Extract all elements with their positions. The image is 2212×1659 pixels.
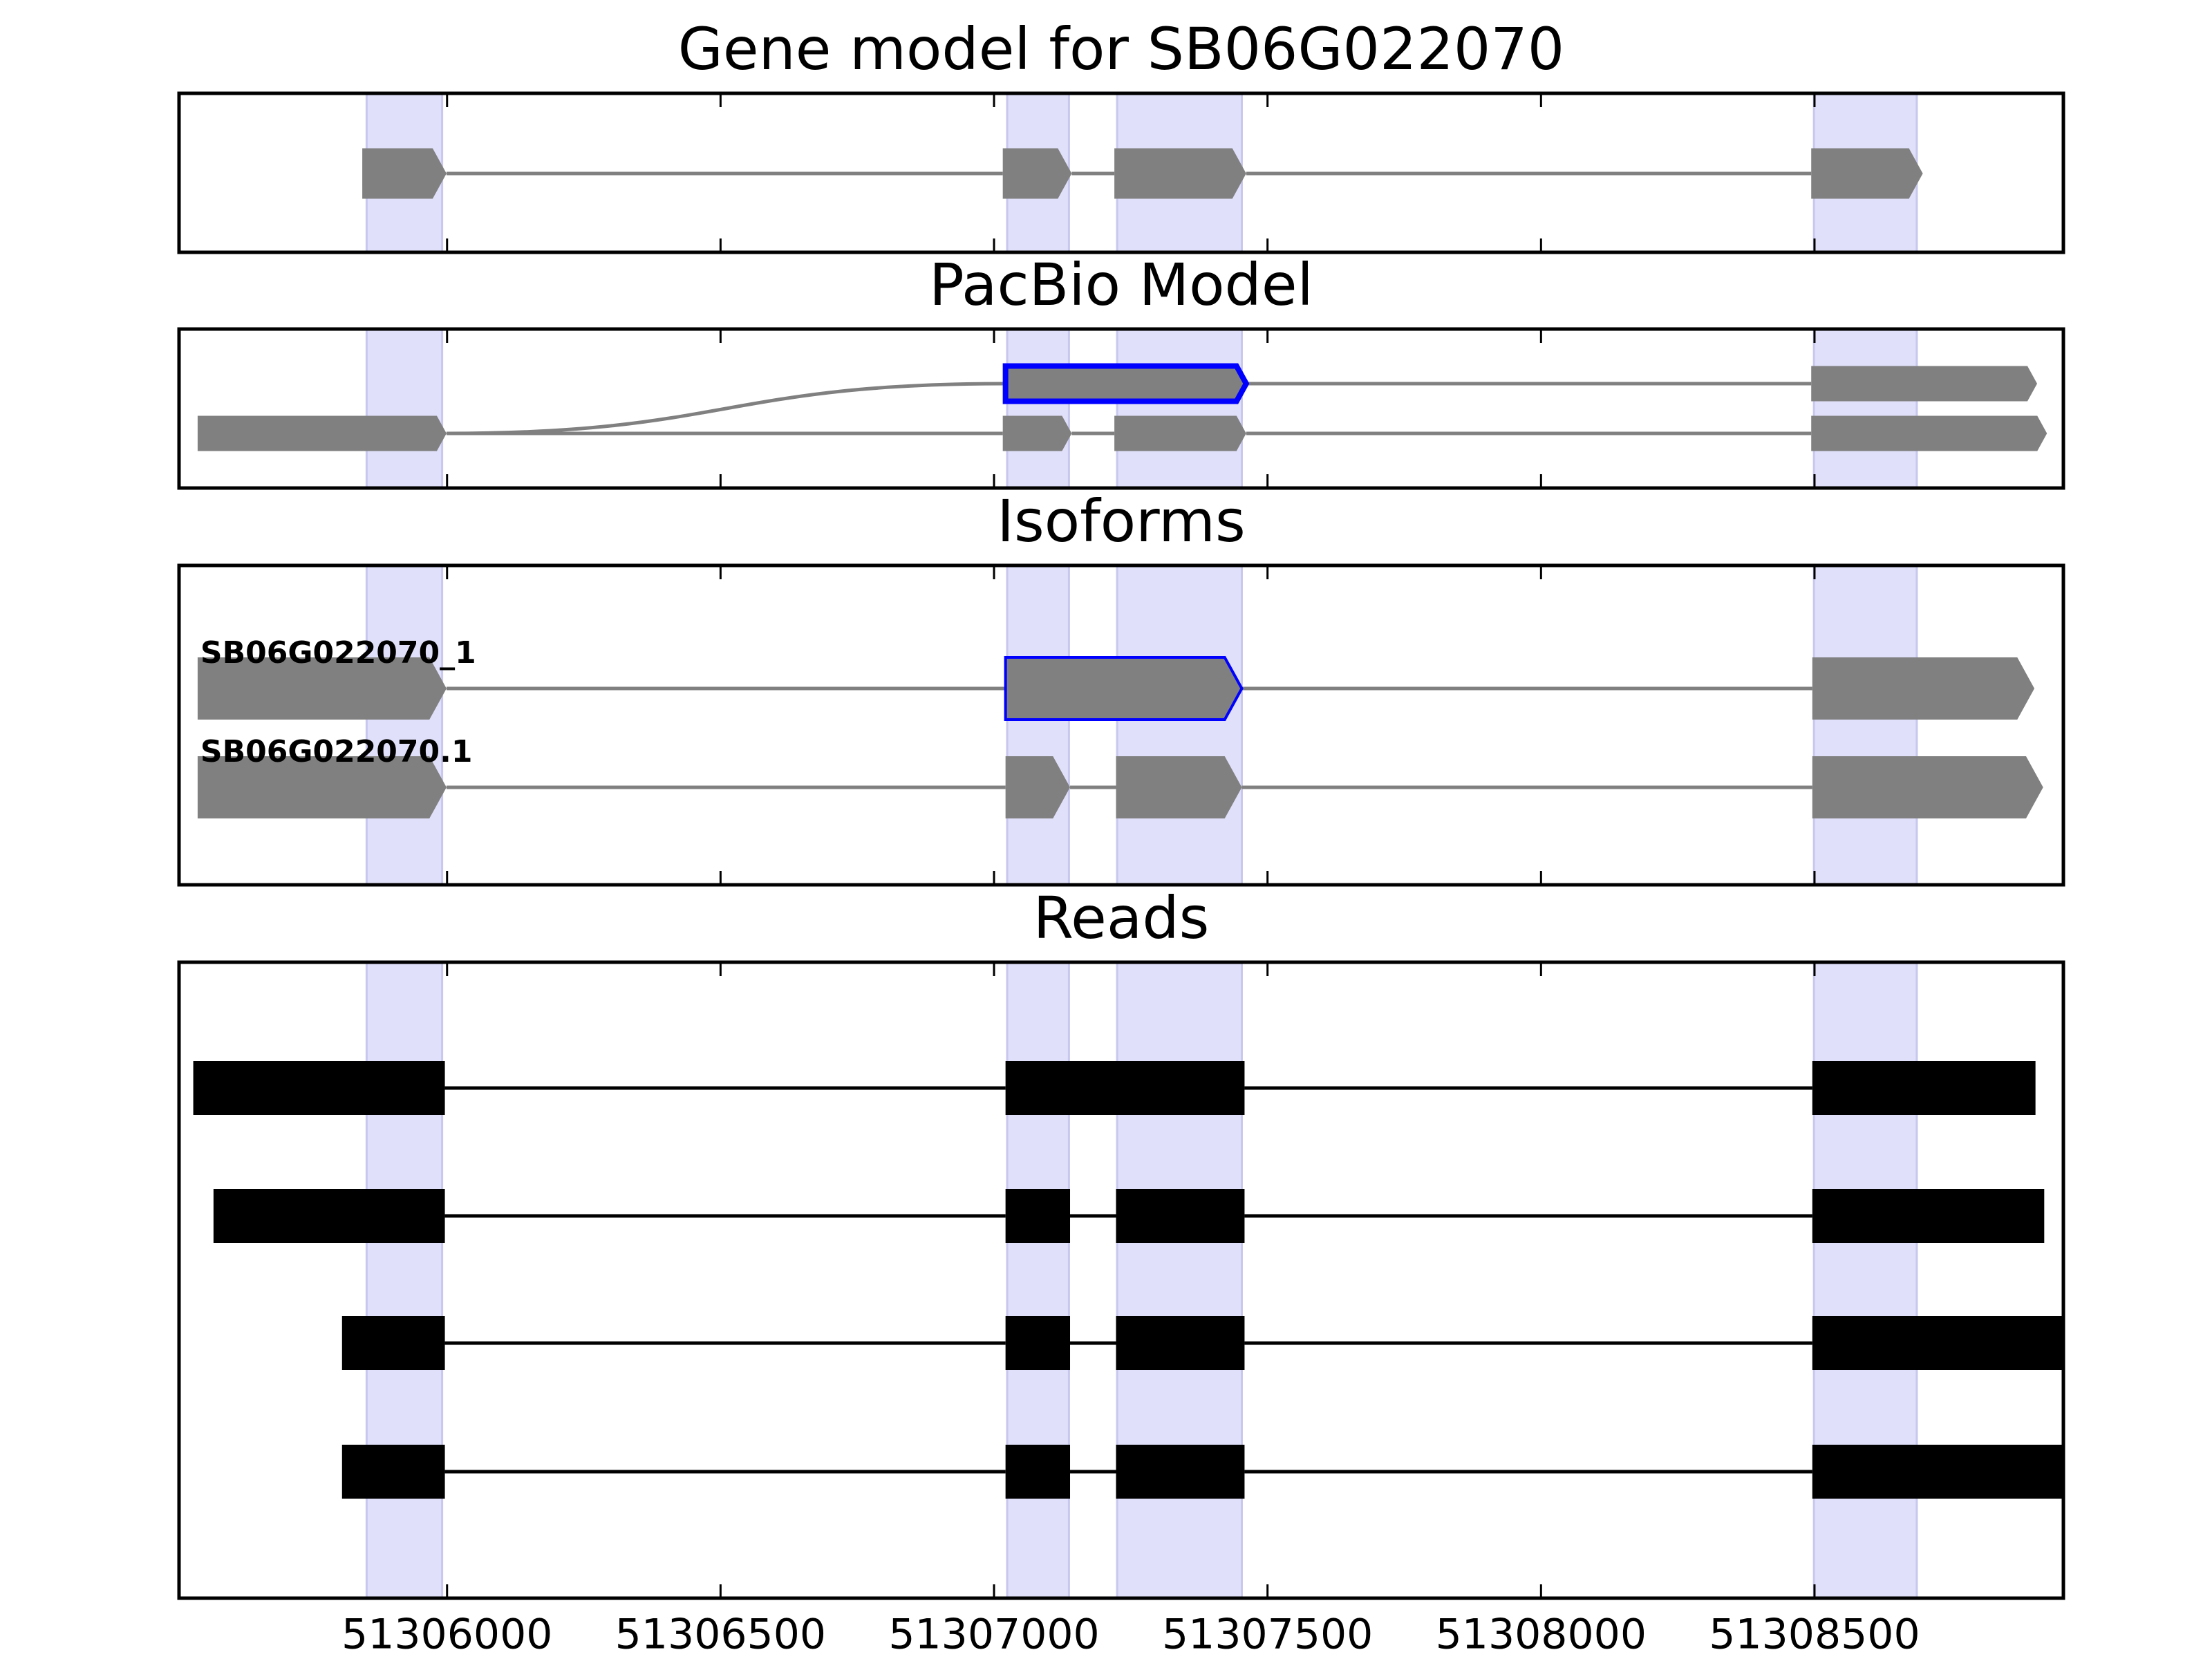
- read-block: [1812, 1189, 2045, 1243]
- highlight-region: [1116, 962, 1243, 1598]
- exon: [1114, 148, 1246, 199]
- exon: [1116, 756, 1242, 818]
- read-block: [1812, 1316, 2063, 1370]
- exon: [1114, 415, 1246, 451]
- read-block: [1116, 1445, 1245, 1499]
- exon: [1002, 415, 1072, 451]
- x-tick-label: 51306500: [615, 1611, 826, 1659]
- panel: [197, 565, 2043, 885]
- read-block: [1812, 1445, 2063, 1499]
- exon: [197, 657, 447, 720]
- panel: [197, 329, 2047, 488]
- panel-title: Isoforms: [997, 487, 1246, 555]
- panel-frame: [177, 563, 2065, 887]
- highlight-region: [1006, 962, 1070, 1598]
- read-block: [341, 1445, 445, 1499]
- read-block: [1116, 1189, 1245, 1243]
- read-block: [341, 1316, 445, 1370]
- highlight-region: [1006, 565, 1070, 885]
- exon: [1811, 415, 2047, 451]
- read-block: [193, 1061, 445, 1115]
- exon: [1811, 366, 2038, 402]
- exon: [1812, 657, 2035, 720]
- isoform-name: SB06G022070_1: [200, 635, 476, 671]
- highlight-region: [365, 962, 444, 1598]
- x-tick-label: 51308500: [1709, 1611, 1920, 1659]
- panel-frame: [177, 91, 2065, 254]
- read-block: [1005, 1316, 1071, 1370]
- exon: [362, 148, 447, 199]
- read-block: [213, 1189, 445, 1243]
- highlight-region: [1812, 565, 1918, 885]
- x-tick-label: 51307500: [1162, 1611, 1373, 1659]
- intron-curve: [446, 382, 1006, 435]
- highlight-region: [1812, 962, 1918, 1598]
- exon: [1004, 656, 1244, 721]
- isoform-name: SB06G022070.1: [200, 734, 473, 769]
- x-tick-label: 51306000: [341, 1611, 552, 1659]
- read-block: [1812, 1061, 2036, 1115]
- read-block: [1005, 1189, 1071, 1243]
- highlight-region: [365, 565, 444, 885]
- x-tick-label: 51308000: [1436, 1611, 1647, 1659]
- exon: [197, 415, 447, 451]
- exon: [1811, 148, 1923, 199]
- exon: [1005, 756, 1071, 818]
- panel: [362, 93, 1923, 252]
- highlight-region: [1116, 329, 1243, 488]
- panel-frame: [177, 960, 2065, 1600]
- x-tick-label: 51307000: [888, 1611, 1099, 1659]
- panel: [193, 962, 2063, 1598]
- highlight-region: [1116, 565, 1243, 885]
- highlight-region: [1006, 329, 1070, 488]
- panel-frame: [177, 327, 2065, 490]
- exon: [1002, 363, 1250, 404]
- exon: [1002, 148, 1072, 199]
- read-block: [1005, 1445, 1071, 1499]
- read-block: [1005, 1061, 1245, 1115]
- panel-title: PacBio Model: [929, 251, 1313, 319]
- exon: [197, 756, 447, 818]
- highlight-region: [365, 329, 444, 488]
- exon: [1812, 756, 2043, 818]
- read-block: [1116, 1316, 1245, 1370]
- panel-title: Reads: [1033, 884, 1210, 952]
- panel-title: Gene model for SB06G022070: [678, 15, 1564, 83]
- highlight-region: [1812, 329, 1918, 488]
